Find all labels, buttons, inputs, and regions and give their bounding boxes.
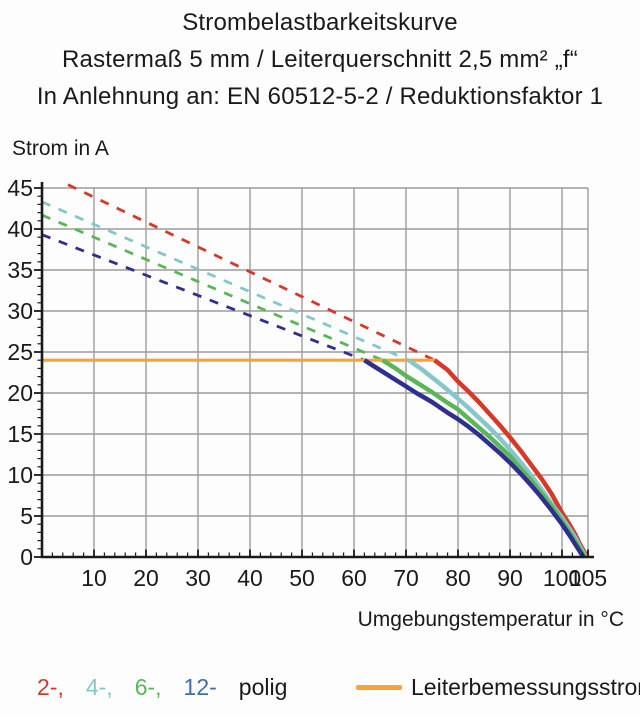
rated-current-label: Leiterbemessungsstrom	[411, 674, 640, 700]
svg-text:80: 80	[445, 565, 471, 591]
svg-text:25: 25	[7, 339, 33, 365]
legend-pole-suffix: polig	[238, 674, 288, 700]
chart-title-line-1: Strombelastbarkeitskurve	[182, 9, 458, 36]
svg-text:105: 105	[569, 565, 607, 591]
svg-text:40: 40	[7, 216, 33, 242]
svg-text:40: 40	[237, 565, 263, 591]
svg-text:10: 10	[7, 462, 33, 488]
legend-item-2-polig: 2-,	[37, 674, 64, 700]
svg-text:35: 35	[7, 257, 33, 283]
legend-item-4-polig: 4-,	[85, 674, 113, 700]
chart-title-line-3: In Anlehnung an: EN 60512-5-2 / Reduktio…	[36, 83, 604, 110]
svg-text:100: 100	[543, 565, 581, 591]
y-axis-label: Strom in A	[12, 137, 109, 160]
svg-text:15: 15	[7, 421, 33, 447]
chart-legend: 2-, 4-, 6-, 12- polig Leiterbemessungsstrom	[0, 672, 640, 706]
svg-text:90: 90	[497, 565, 523, 591]
svg-text:30: 30	[185, 565, 211, 591]
rated-current-line-swatch	[356, 685, 402, 690]
svg-text:20: 20	[133, 565, 159, 591]
svg-text:50: 50	[289, 565, 315, 591]
chart-title-line-2: Rastermaß 5 mm / Leiterquerschnitt 2,5 m…	[62, 46, 578, 73]
svg-text:20: 20	[7, 380, 33, 406]
svg-text:5: 5	[20, 503, 33, 529]
legend-item-6-polig: 6-,	[134, 674, 162, 700]
svg-text:60: 60	[341, 565, 367, 591]
x-axis-label: Umgebungstemperatur in °C	[357, 608, 624, 631]
chart-title-block: Strombelastbarkeitskurve Rastermaß 5 mm …	[0, 4, 640, 115]
svg-text:70: 70	[393, 565, 419, 591]
svg-text:10: 10	[81, 565, 107, 591]
legend-item-12-polig: 12-	[183, 674, 217, 700]
svg-text:0: 0	[20, 544, 33, 570]
legend-rated-current: Leiterbemessungsstrom	[356, 674, 640, 701]
svg-text:45: 45	[7, 175, 33, 201]
svg-text:30: 30	[7, 298, 33, 324]
legend-pole-items: 2-, 4-, 6-, 12- polig	[37, 674, 287, 701]
